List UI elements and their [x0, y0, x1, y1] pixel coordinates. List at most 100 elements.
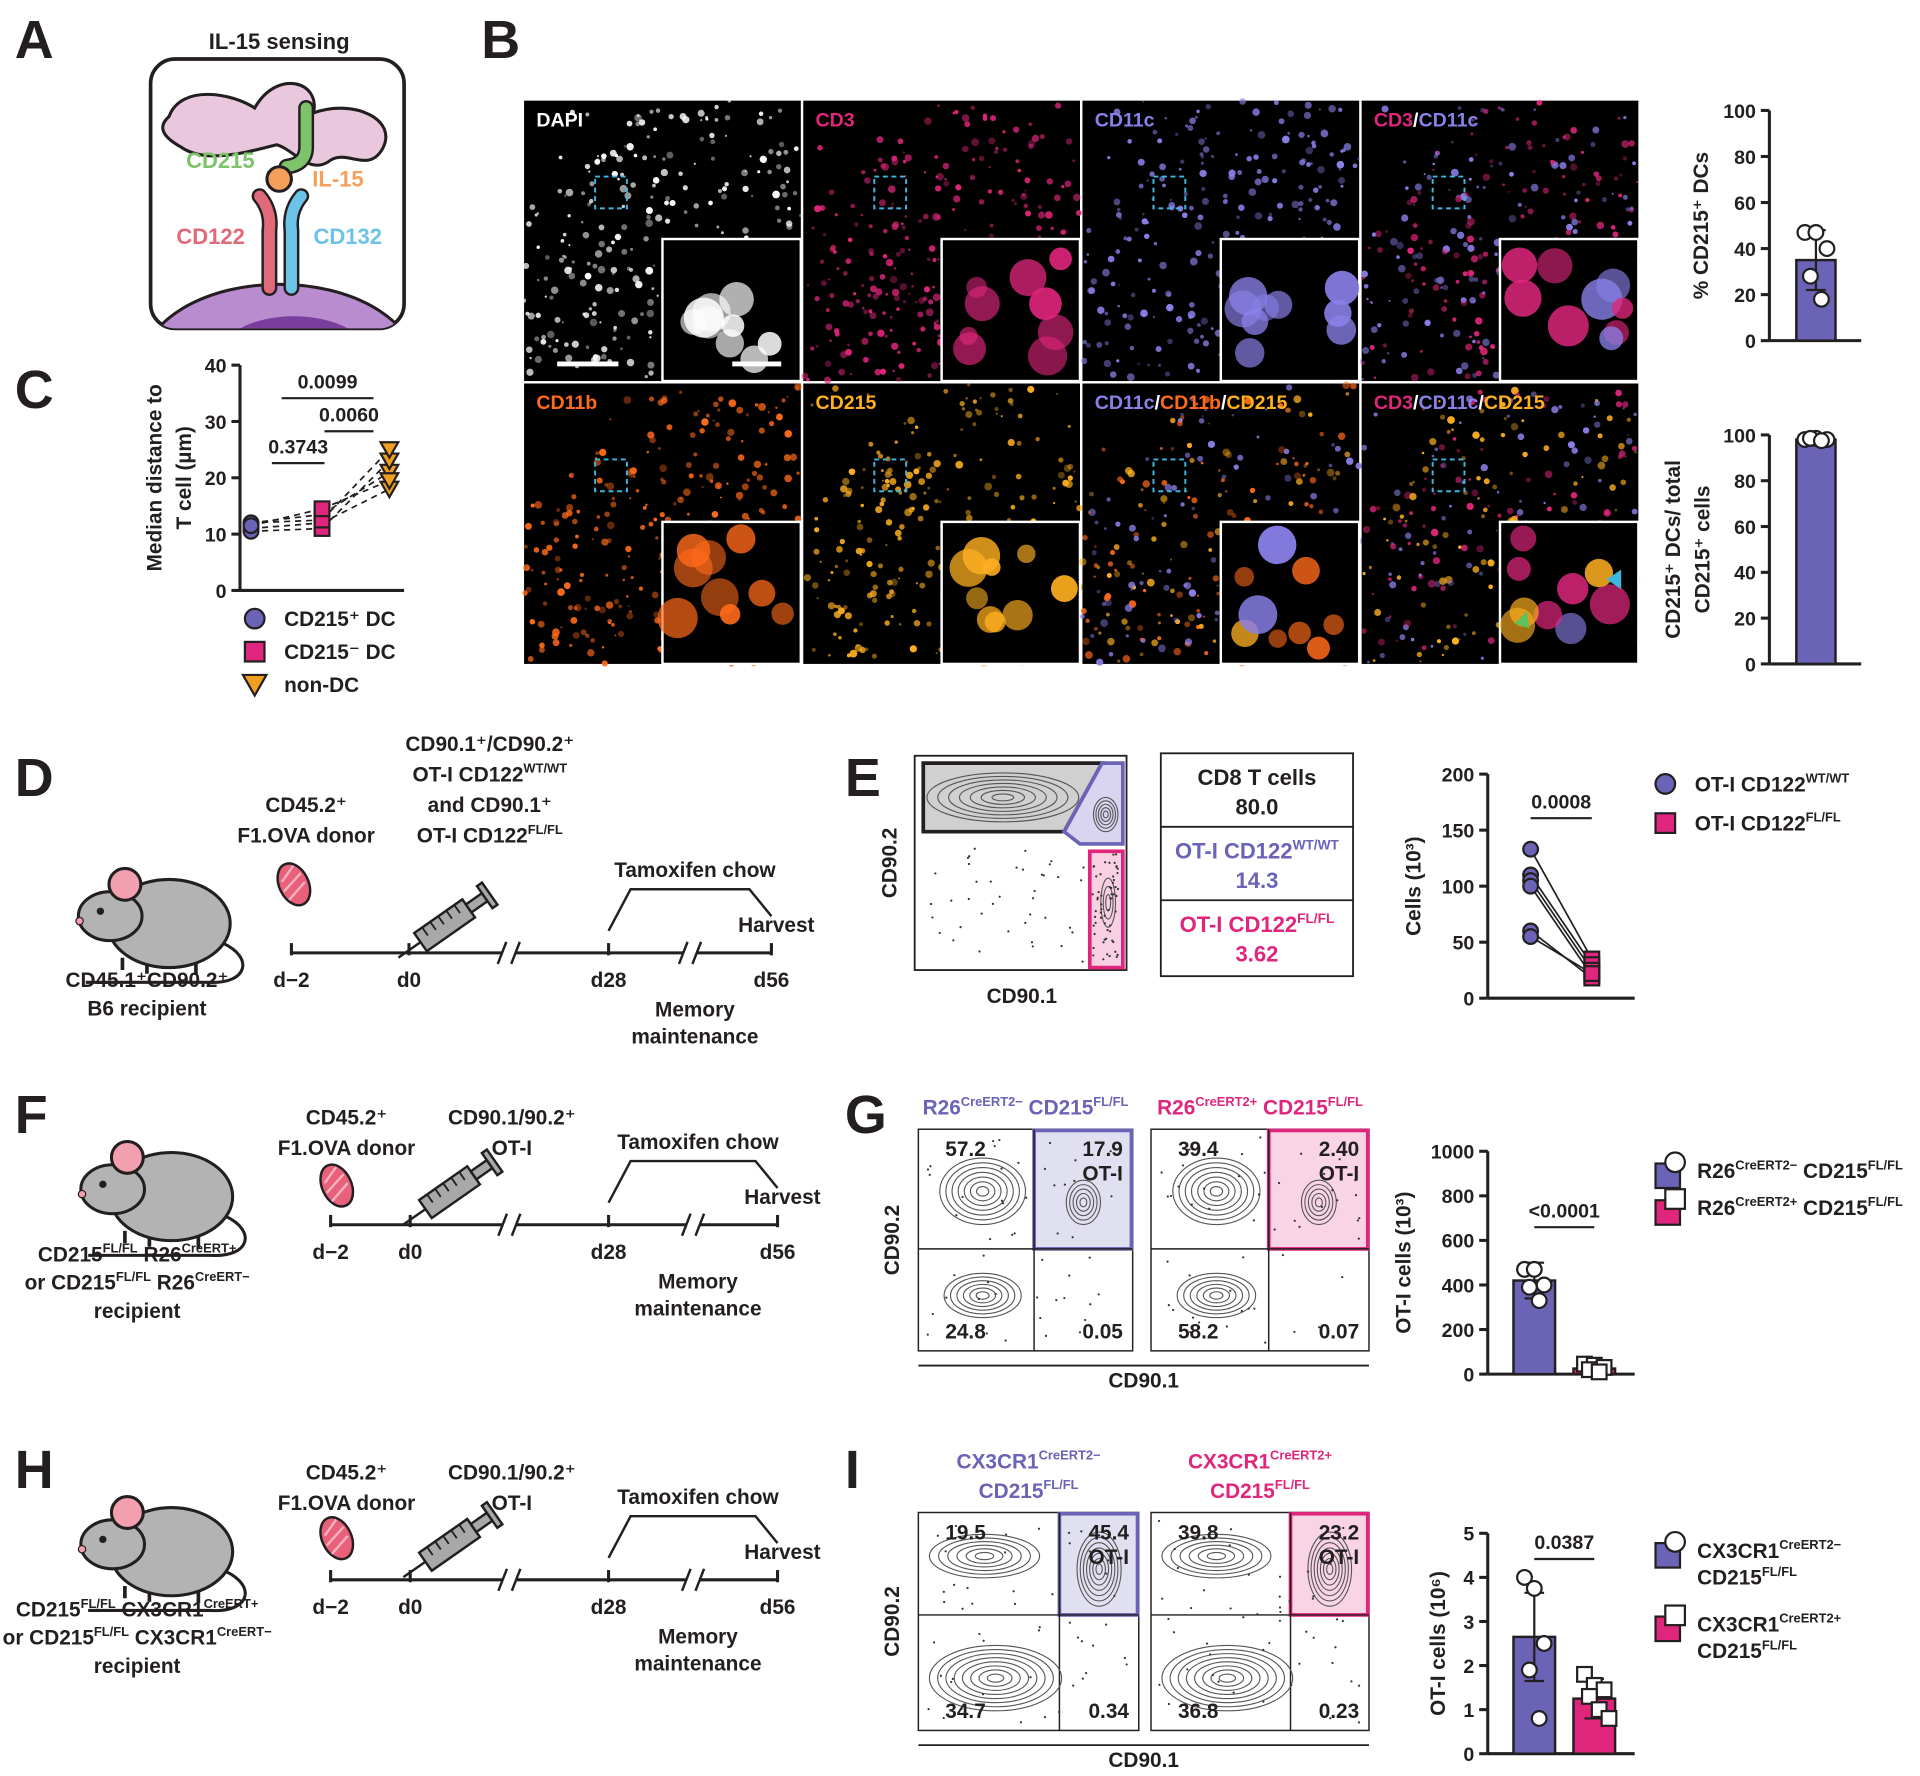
cell-signal — [712, 511, 719, 518]
gate-label: OT-I — [1082, 1163, 1122, 1186]
cell-signal — [856, 299, 860, 303]
event-dot — [978, 950, 980, 952]
cell-signal — [933, 293, 941, 301]
y-tick-label: 0 — [1745, 654, 1756, 676]
cell-signal — [1496, 530, 1498, 532]
cell-signal — [744, 170, 746, 172]
cell-signal — [1489, 159, 1493, 163]
cell-signal — [801, 373, 808, 380]
event-dot — [1095, 922, 1097, 924]
cell-signal — [677, 497, 684, 504]
event-dot — [990, 880, 992, 882]
recipient-label: CD45.1⁺CD90.2⁺ — [65, 969, 228, 992]
cell-signal — [736, 407, 743, 414]
event-dot — [1233, 1691, 1235, 1693]
cell-signal — [655, 214, 662, 221]
cell-signal — [597, 478, 603, 484]
cell-signal — [1383, 343, 1387, 347]
cell-signal — [1196, 369, 1200, 373]
cell-signal — [889, 478, 896, 485]
micrograph — [801, 101, 1081, 384]
cell-signal — [1431, 506, 1436, 511]
cell-signal — [1376, 506, 1381, 511]
cell-signal — [1199, 418, 1204, 423]
cell-signal — [746, 413, 749, 416]
event-dot — [1024, 922, 1026, 924]
event-dot — [1020, 1721, 1022, 1723]
channel-label: CD3/CD11c — [1374, 109, 1479, 131]
cell-signal — [881, 469, 884, 472]
cell-signal — [1509, 472, 1513, 476]
inset-cell — [1590, 584, 1630, 624]
inset-cell — [1051, 575, 1078, 602]
cell-signal — [650, 196, 653, 199]
cell-signal — [1432, 544, 1437, 549]
cell-signal — [1109, 652, 1114, 657]
inset-cell — [966, 587, 988, 609]
event-dot — [1116, 872, 1118, 874]
mouse-ear — [111, 1141, 143, 1173]
cell-signal — [769, 116, 772, 119]
cell-signal — [983, 113, 987, 117]
cell-signal — [529, 357, 531, 359]
cell-signal — [929, 245, 936, 252]
cell-signal — [1234, 464, 1239, 469]
cell-signal — [1428, 240, 1433, 245]
cell-signal — [998, 190, 1003, 195]
day-label: d56 — [760, 1241, 796, 1264]
cell-signal — [1511, 423, 1518, 430]
cell-signal — [645, 219, 653, 227]
cell-signal — [1456, 280, 1460, 284]
cell-signal — [665, 196, 670, 201]
cell-signal — [1148, 278, 1151, 281]
cell-signal — [1176, 591, 1182, 597]
micrograph — [1081, 98, 1362, 381]
cell-signal — [1125, 323, 1132, 330]
text-part: FL/FL — [1762, 1637, 1797, 1652]
event-dot — [1110, 887, 1112, 889]
cell-signal — [1593, 171, 1599, 177]
cell-signal — [1428, 580, 1436, 588]
cell-signal — [1114, 571, 1120, 577]
text-part: CreERT2− — [1039, 1448, 1101, 1463]
cell-signal — [1469, 178, 1472, 181]
cell-signal — [776, 414, 783, 421]
cell-signal — [952, 208, 955, 211]
cell-signal — [1490, 344, 1495, 349]
cell-signal — [1597, 222, 1605, 230]
event-dot — [932, 1313, 934, 1315]
cell-signal — [1630, 206, 1634, 210]
text-part: FL/FL — [1043, 1477, 1078, 1492]
cell-signal — [1618, 194, 1622, 198]
cell-signal — [1453, 330, 1460, 337]
cell-signal — [645, 267, 653, 275]
cell-signal — [1330, 199, 1337, 206]
cell-signal — [904, 508, 912, 516]
cell-signal — [559, 257, 564, 262]
cell-signal — [635, 122, 640, 127]
cell-signal — [1156, 346, 1162, 352]
cell-signal — [1176, 316, 1182, 322]
event-dot — [982, 1693, 984, 1695]
cell-signal — [1195, 116, 1198, 119]
cell-signal — [1302, 474, 1305, 477]
cell-signal — [1142, 100, 1144, 102]
cell-signal — [934, 155, 938, 159]
cell-signal — [1179, 168, 1182, 171]
cell-signal — [1484, 478, 1490, 484]
cell-signal — [908, 249, 910, 251]
day-label: d0 — [398, 1596, 422, 1619]
event-dot — [994, 1145, 996, 1147]
text-part: CD215 — [1226, 392, 1287, 414]
cell-signal — [1188, 577, 1191, 580]
cell-signal — [1480, 437, 1485, 442]
cell-signal — [888, 261, 893, 266]
cell-signal — [721, 231, 724, 234]
legend-symbol — [1665, 1152, 1685, 1172]
cell-signal — [912, 342, 916, 346]
cell-signal — [845, 258, 851, 264]
cell-signal — [828, 579, 830, 581]
treatment-label: Tamoxifen chow — [617, 1131, 779, 1154]
cell-signal — [996, 413, 998, 415]
cell-signal — [594, 159, 600, 165]
